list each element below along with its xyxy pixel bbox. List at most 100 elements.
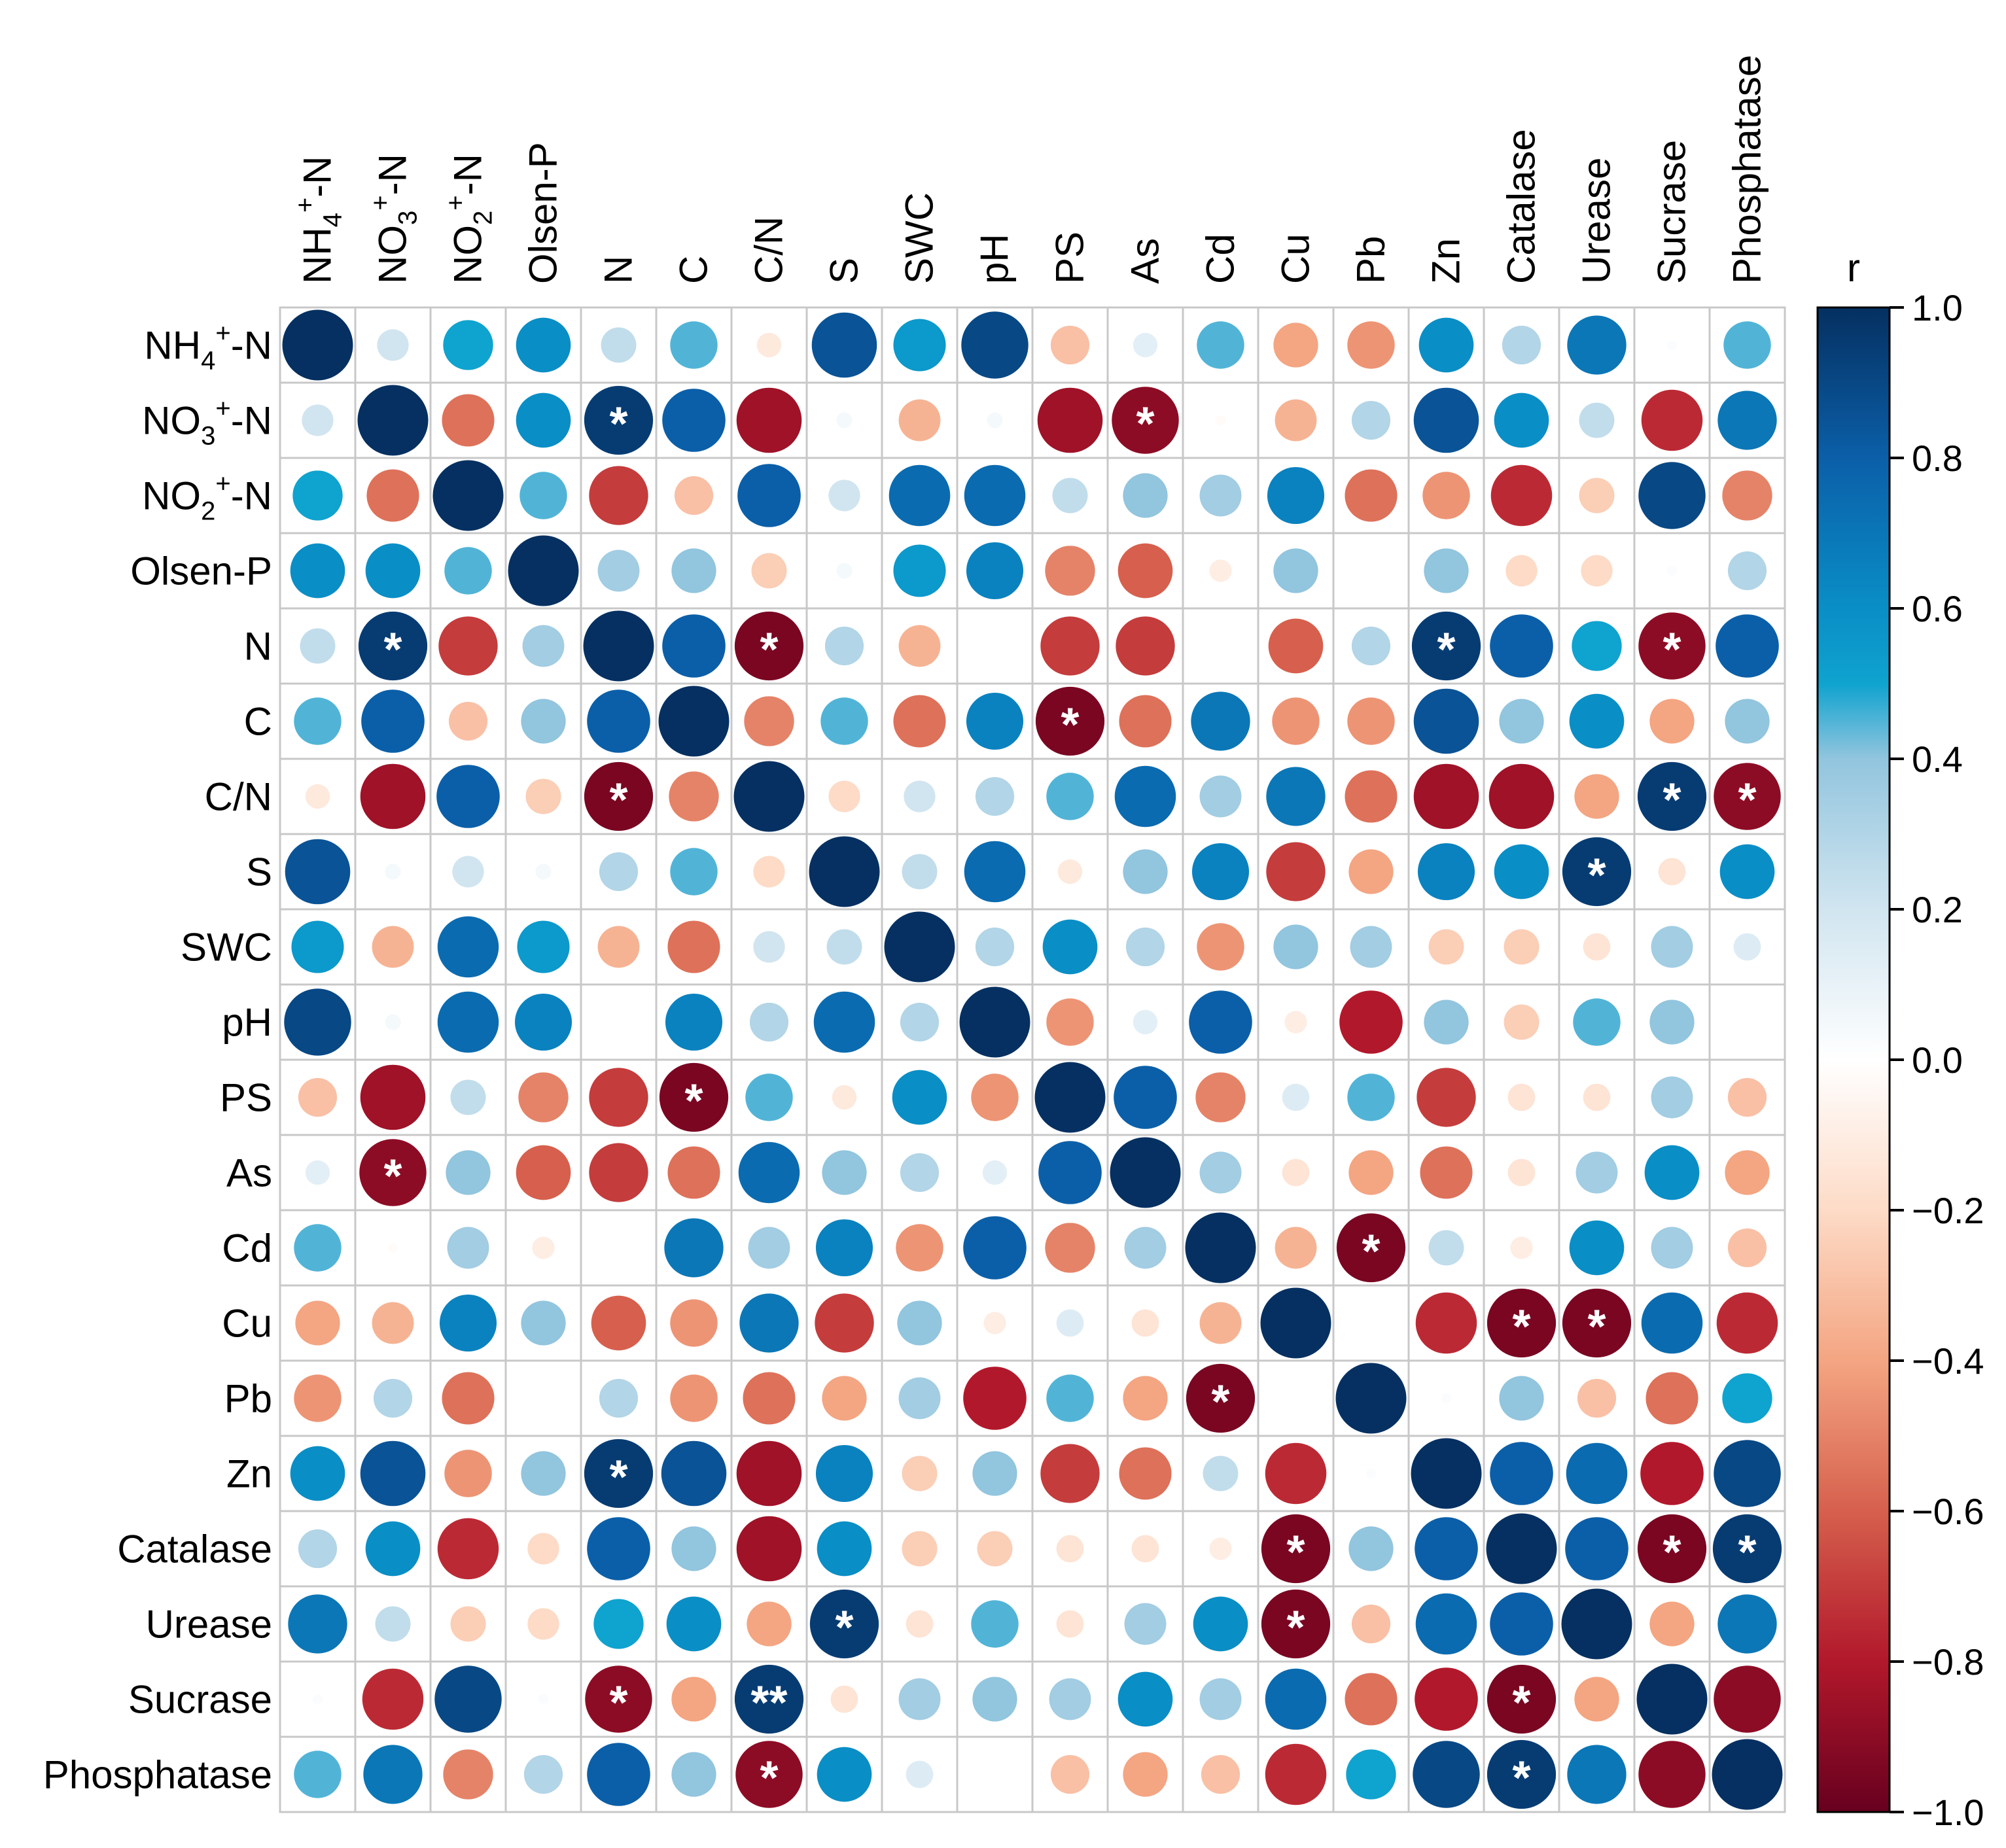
correlation-circle [1572,621,1622,671]
correlation-circle [1716,614,1779,678]
correlation-circle [893,319,946,372]
correlation-circle [1712,1739,1783,1810]
correlation-circle [898,1678,941,1720]
correlation-circle [363,1745,423,1804]
correlation-circle [743,1372,796,1425]
correlation-circle [599,852,639,892]
correlation-circle [284,988,351,1056]
column-label: Urease [1575,158,1619,284]
correlation-circle [1415,1593,1477,1655]
correlation-circle [1345,1673,1398,1726]
correlation-circle [1049,1678,1091,1720]
correlation-circle [1565,1517,1628,1580]
correlation-circle [1441,1393,1452,1404]
correlation-circle [1428,929,1464,965]
correlation-circle [1275,1227,1317,1269]
correlation-circle [1119,695,1172,748]
correlation-circle [1415,1667,1478,1731]
correlation-circle [1261,1514,1331,1584]
column-label: Pb [1349,236,1393,284]
correlation-circle [535,863,552,880]
correlation-circle [601,327,637,363]
correlation-circle [809,836,880,907]
correlation-circle [1123,849,1168,894]
correlation-circle [836,563,853,579]
correlation-circle [521,1300,566,1346]
correlation-circle [305,1160,330,1185]
correlation-circle [282,309,353,381]
correlation-circle [1413,688,1479,754]
correlation-circle [897,1300,942,1346]
correlation-circle [1034,1062,1106,1133]
correlation-circle [532,1236,555,1259]
correlation-circle [436,765,500,828]
correlation-circle [1284,1011,1307,1034]
correlation-circle [902,1531,938,1567]
correlation-circle [662,389,726,452]
correlation-circle [1651,926,1693,968]
matrix-cell [1182,607,1259,685]
significance-mark: * [760,624,778,676]
correlation-circle [452,856,484,888]
correlation-circle [521,1451,566,1496]
correlation-circle [1487,1739,1557,1809]
matrix-cell [580,983,658,1061]
correlation-circle [1417,843,1475,901]
correlation-circle [669,771,719,822]
correlation-circle [975,927,1015,967]
correlation-circle [527,1608,559,1640]
correlation-circle [1133,332,1158,358]
correlation-circle [756,332,782,358]
correlation-circle [1267,466,1325,525]
correlation-circle [1345,469,1398,522]
correlation-circle [443,1749,493,1800]
correlation-circle [597,926,640,968]
column-label: SWC [898,192,941,284]
matrix-cell [1257,306,1335,384]
correlation-circle [1186,1363,1256,1433]
row-label: pH [222,1001,272,1045]
row-labels: NH4+-N NO3+-N NO2+-N Olsen-P NC C/N S SWC pH PS As… [43,319,272,1797]
correlation-circle [963,1216,1027,1280]
column-label: C/N [747,217,791,284]
correlation-circle [736,387,802,453]
correlation-circle [439,1294,497,1352]
correlation-circle [450,1606,486,1642]
matrix-cell [1708,983,1786,1061]
correlation-circle [1415,1517,1478,1580]
row-label: Cu [222,1302,272,1346]
row-label: Pb [224,1377,272,1421]
correlation-circle [1575,1151,1618,1194]
correlation-circle [1504,1004,1540,1040]
significance-mark: * [835,1602,853,1654]
correlation-circle [1131,1535,1159,1563]
correlation-circle [1050,1754,1090,1794]
row-label: As [226,1151,272,1195]
correlation-circle [1502,325,1541,365]
correlation-circle [1199,474,1242,517]
correlation-circle [1727,551,1767,591]
significance-mark: * [1362,1226,1380,1278]
significance-mark: * [1663,624,1681,676]
correlation-circle [832,1085,857,1110]
correlation-circle [1420,1146,1473,1199]
correlation-circle [358,611,428,681]
correlation-circle [1499,1376,1544,1421]
correlation-circle [519,472,567,519]
correlation-circle [360,1440,426,1507]
correlation-circle [292,470,343,521]
correlation-circle [1193,1596,1248,1652]
correlation-circle [1510,1236,1533,1259]
correlation-circle [1666,565,1678,576]
correlation-circle [1415,1292,1477,1354]
matrix-cell [956,1735,1034,1813]
correlation-circle [671,548,716,593]
correlation-circle [898,399,941,442]
correlation-circle [1117,543,1173,599]
correlation-circle [1348,1526,1394,1571]
row-label: Cd [222,1227,272,1270]
significance-mark: * [1136,398,1154,451]
correlation-circle [366,469,419,522]
correlation-circle [589,1068,648,1127]
